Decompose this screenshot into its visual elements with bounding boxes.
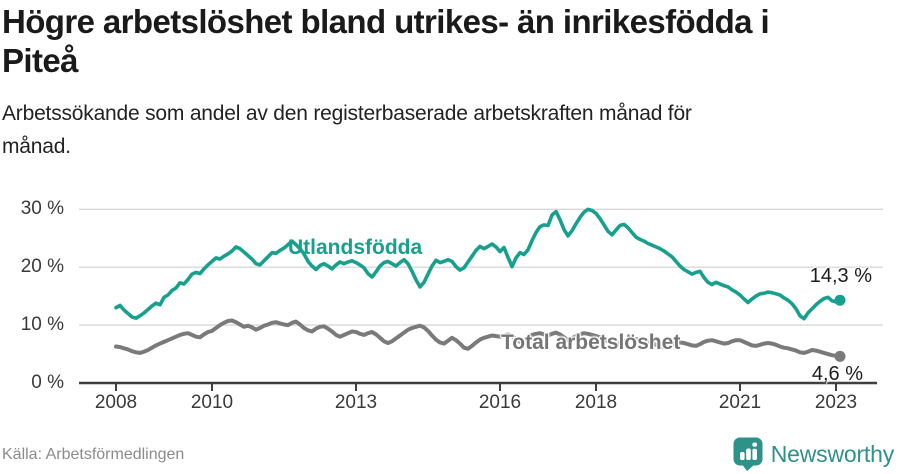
page-title: Högre arbetslöshet bland utrikes- än inr… (2, 2, 882, 80)
y-axis-label-0: 0 % (31, 372, 64, 393)
page-title-line-1: Högre arbetslöshet bland utrikes- än inr… (2, 3, 770, 40)
end-value-total-arbetsloshet: 4,6 % (811, 363, 863, 385)
x-axis-label-2018: 2018 (574, 392, 618, 413)
end-dot-total (834, 350, 846, 362)
x-axis-label-2008: 2008 (94, 392, 138, 413)
page-title-line-2: Piteå (2, 42, 78, 79)
x-axis-label-2010: 2010 (190, 392, 234, 413)
x-axis-label-2021: 2021 (718, 392, 762, 413)
series-line-utlandsfodda (114, 207, 842, 321)
series-line-total (114, 318, 842, 359)
end-value-utlandsfodda: 14,3 % (809, 265, 872, 287)
y-axis-label-20: 20 % (20, 256, 64, 278)
series-label-total-arbetsloshet: Total arbetslöshet (501, 331, 681, 354)
newsworthy-bar-chart-pin-icon (733, 437, 763, 471)
x-axis-label-2016: 2016 (478, 392, 522, 413)
page-subtitle-line-1: Arbetssökande som andel av den registerb… (2, 102, 692, 125)
y-axis-label-30: 30 % (20, 198, 64, 220)
x-axis-label-2013: 2013 (334, 392, 378, 413)
page-subtitle-line-2: månad. (2, 135, 71, 158)
source-note: Källa: Arbetsförmedlingen (2, 446, 185, 463)
newsworthy-wordmark: Newsworthy (770, 440, 894, 467)
end-dot-utlandsfodda (834, 294, 846, 306)
newsworthy-logo[interactable]: Newsworthy (733, 437, 894, 471)
x-axis-label-2023: 2023 (814, 392, 858, 413)
series-label-utlandsfodda: Utlandsfödda (288, 236, 423, 259)
y-axis-label-10: 10 % (20, 314, 64, 336)
page-subtitle: Arbetssökande som andel av den registerb… (2, 97, 862, 163)
